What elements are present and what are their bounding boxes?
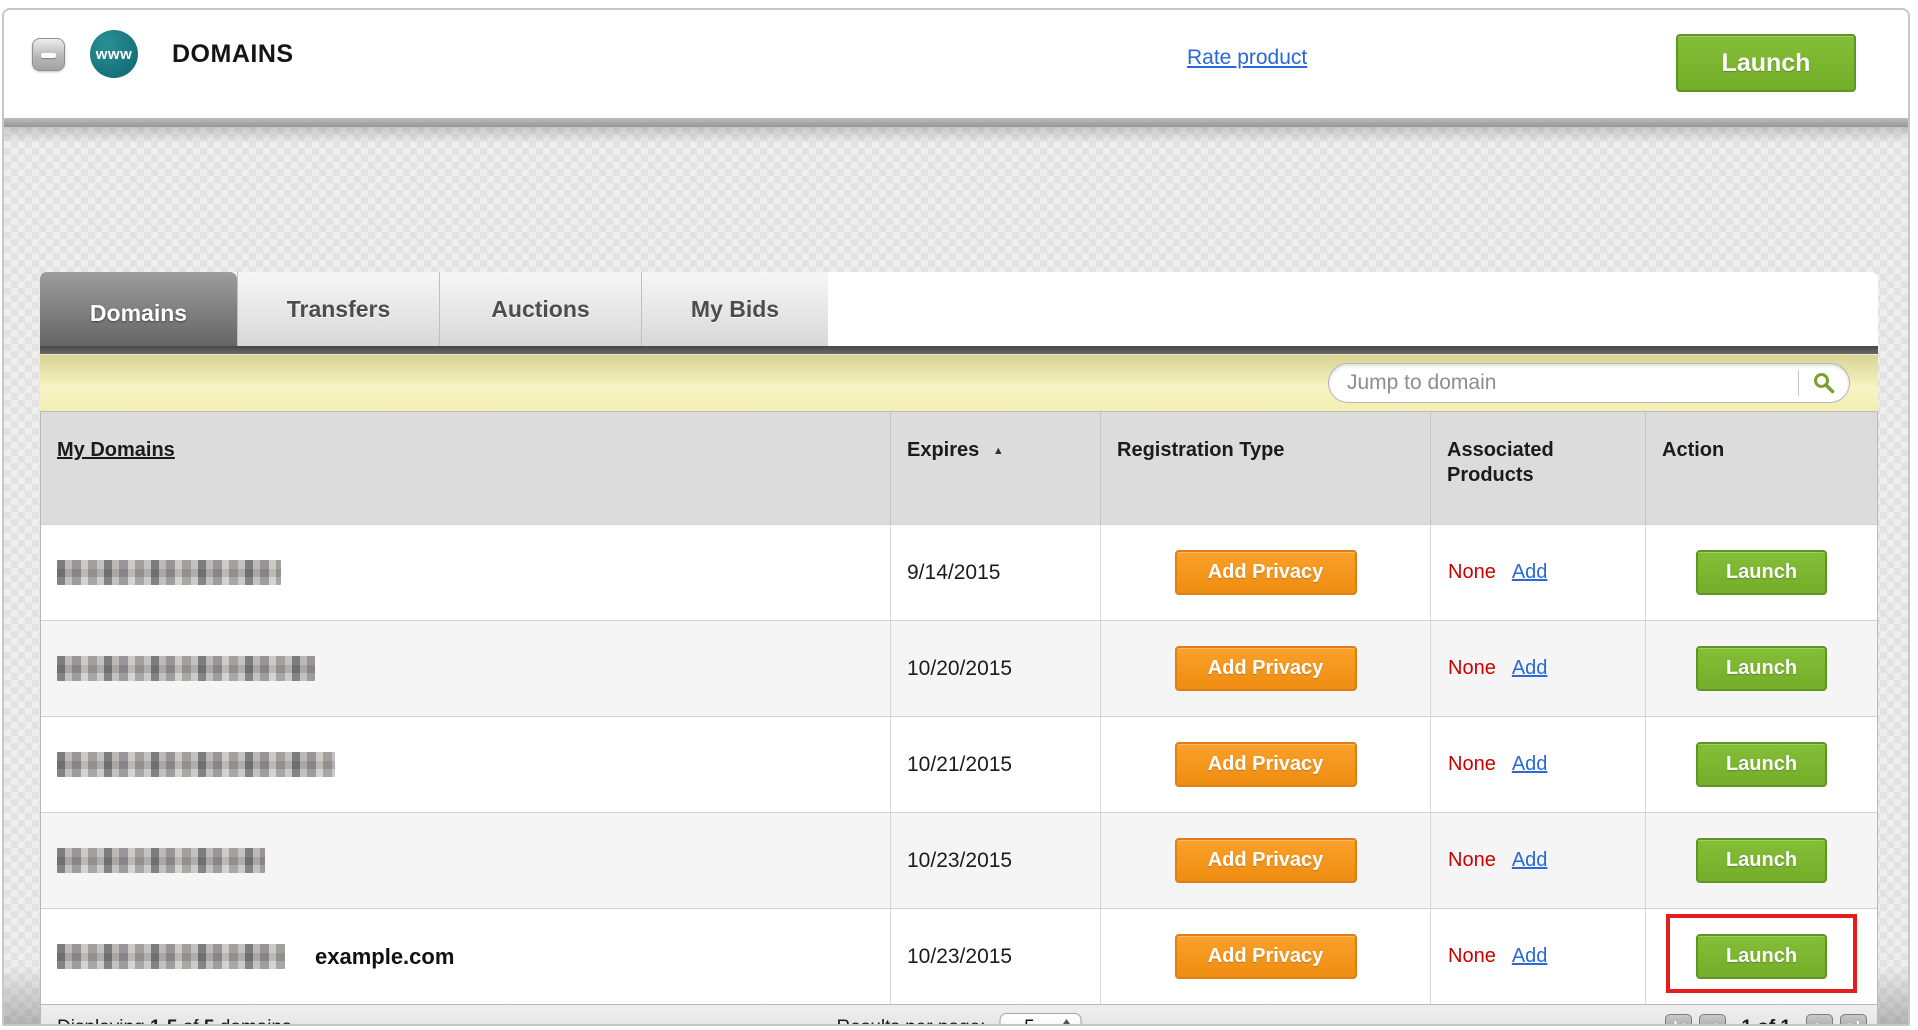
displaying-unit: domains: [220, 1017, 292, 1025]
displaying-word: Displaying: [57, 1017, 145, 1025]
launch-button-header[interactable]: Launch: [1676, 34, 1856, 92]
www-icon-label: www: [95, 45, 133, 63]
add-privacy-button[interactable]: Add Privacy: [1174, 838, 1357, 883]
tab-my-bids[interactable]: My Bids: [641, 272, 828, 346]
previous-page-button[interactable]: <: [1699, 1014, 1727, 1024]
add-privacy-button[interactable]: Add Privacy: [1174, 646, 1357, 691]
table-row: 10/23/2015 Add Privacy None Add Launch: [41, 812, 1877, 908]
table-header-row: My Domains Expires ▲ Registration Type A…: [41, 412, 1877, 524]
page-title: DOMAINS: [172, 40, 294, 68]
results-per-page-group: Results per page: 5: [837, 1013, 1082, 1025]
search-icon: [1814, 373, 1835, 394]
search-strip: [40, 354, 1878, 412]
displaying-range: 1-5: [150, 1017, 177, 1025]
results-per-page-value: 5: [1000, 1017, 1058, 1025]
page-status: 1 of 1: [1741, 1017, 1791, 1025]
associated-none-label: None: [1448, 657, 1496, 679]
header-separator: [4, 118, 1908, 127]
launch-button[interactable]: Launch: [1696, 550, 1827, 595]
displaying-of: of: [183, 1017, 199, 1025]
minus-icon: [41, 53, 56, 58]
expires-cell: 10/20/2015: [890, 621, 1100, 716]
tab-auctions[interactable]: Auctions: [439, 272, 641, 346]
column-header-action: Action: [1662, 439, 1725, 461]
results-per-page-label: Results per page:: [837, 1017, 986, 1025]
tab-strip: Domains Transfers Auctions My Bids: [40, 272, 1878, 354]
search-divider: [1798, 370, 1799, 396]
launch-button[interactable]: Launch: [1696, 838, 1827, 883]
search-button[interactable]: [1799, 364, 1849, 402]
column-header-my-domains[interactable]: My Domains: [57, 439, 175, 461]
redacted-domain-name: [57, 848, 265, 873]
collapse-button[interactable]: [32, 38, 65, 71]
add-privacy-button[interactable]: Add Privacy: [1174, 550, 1357, 595]
column-header-registration-type: Registration Type: [1117, 439, 1285, 461]
table-row: 9/14/2015 Add Privacy None Add Launch: [41, 524, 1877, 620]
associated-none-label: None: [1448, 945, 1496, 967]
associated-none-label: None: [1448, 561, 1496, 583]
expires-cell: 10/21/2015: [890, 717, 1100, 812]
table-row: 10/20/2015 Add Privacy None Add Launch: [41, 620, 1877, 716]
app-header: www DOMAINS Rate product Launch: [4, 10, 1908, 118]
results-per-page-select[interactable]: 5: [999, 1013, 1082, 1025]
redacted-domain-name: [57, 560, 281, 585]
table-row: 10/21/2015 Add Privacy None Add Launch: [41, 716, 1877, 812]
rate-product-link[interactable]: Rate product: [1187, 46, 1308, 69]
first-page-button[interactable]: |<: [1665, 1014, 1693, 1024]
content-area: Domains Transfers Auctions My Bids: [4, 127, 1908, 1024]
add-privacy-button[interactable]: Add Privacy: [1174, 934, 1357, 979]
associated-add-link[interactable]: Add: [1511, 849, 1548, 871]
expires-cell: 9/14/2015: [890, 525, 1100, 620]
column-header-associated-products: Associated Products: [1447, 439, 1554, 486]
associated-add-link[interactable]: Add: [1511, 561, 1548, 583]
displaying-total: 5: [204, 1017, 215, 1025]
associated-none-label: None: [1448, 849, 1496, 871]
pagination: |< < 1 of 1 > >|: [1665, 1014, 1867, 1025]
app-window: www DOMAINS Rate product Launch Domains …: [2, 8, 1910, 1026]
domains-table: My Domains Expires ▲ Registration Type A…: [40, 412, 1878, 1025]
last-page-button[interactable]: >|: [1840, 1014, 1867, 1024]
launch-button[interactable]: Launch: [1696, 742, 1827, 787]
expires-cell: 10/23/2015: [890, 909, 1100, 1004]
associated-add-link[interactable]: Add: [1511, 657, 1548, 679]
column-header-expires[interactable]: Expires: [907, 439, 980, 461]
associated-add-link[interactable]: Add: [1511, 945, 1548, 967]
jump-to-domain-input[interactable]: [1329, 371, 1798, 395]
select-stepper-icon: [1058, 1019, 1080, 1024]
redacted-domain-name: [57, 944, 285, 969]
table-row-highlighted: example.com 10/23/2015 Add Privacy None …: [41, 908, 1877, 1004]
www-globe-icon: www: [90, 30, 138, 78]
associated-none-label: None: [1448, 753, 1496, 775]
displaying-status: Displaying 1-5 of 5 domains: [41, 1017, 292, 1025]
tab-transfers[interactable]: Transfers: [237, 272, 439, 346]
tab-domains[interactable]: Domains: [40, 272, 237, 354]
tab-underline-bar: [40, 346, 1878, 354]
expires-cell: 10/23/2015: [890, 813, 1100, 908]
sort-asc-icon: ▲: [992, 445, 1004, 457]
table-footer: Displaying 1-5 of 5 domains Results per …: [41, 1004, 1877, 1025]
launch-button[interactable]: Launch: [1696, 646, 1827, 691]
redacted-domain-name: [57, 752, 335, 777]
associated-add-link[interactable]: Add: [1511, 753, 1548, 775]
next-page-button[interactable]: >: [1806, 1014, 1833, 1024]
jump-to-domain-box: [1328, 363, 1850, 403]
add-privacy-button[interactable]: Add Privacy: [1174, 742, 1357, 787]
redacted-domain-name: [57, 656, 315, 681]
launch-button-highlighted[interactable]: Launch: [1696, 934, 1827, 979]
domain-annotation: example.com: [315, 943, 455, 969]
